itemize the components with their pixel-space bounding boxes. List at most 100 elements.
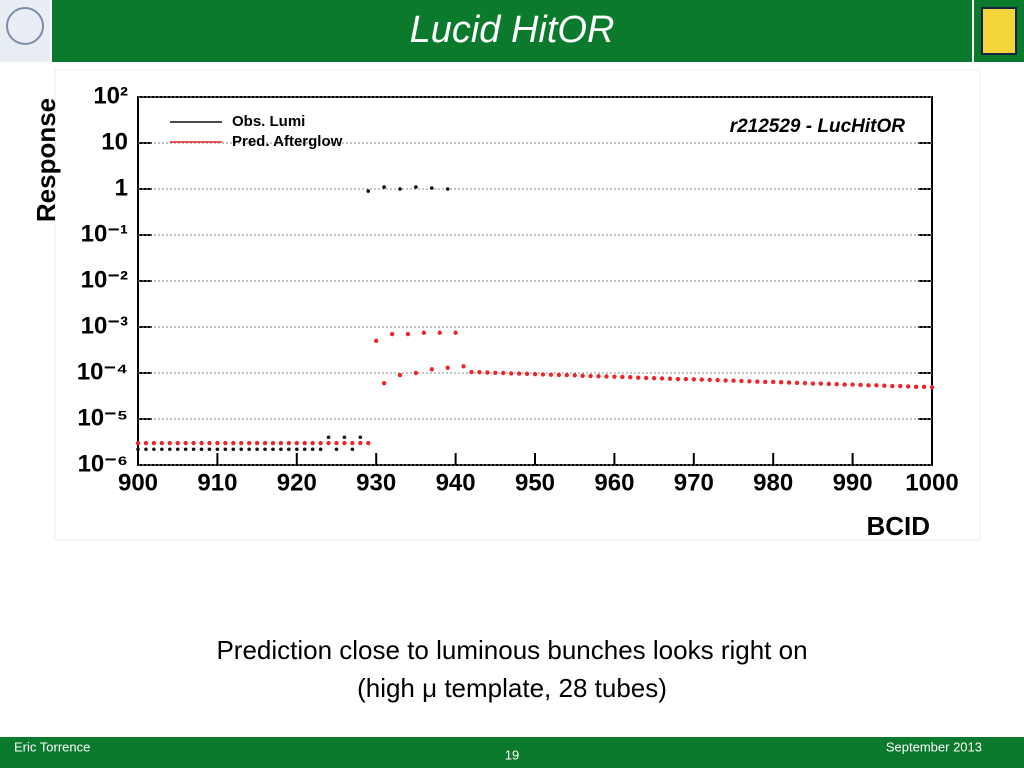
x-tick-label: 1000 <box>905 469 958 496</box>
footer-bar <box>0 737 1024 768</box>
data-point <box>262 440 268 446</box>
data-point <box>540 372 546 377</box>
legend-label: Obs. Lumi <box>232 113 305 130</box>
data-point <box>588 373 593 379</box>
y-tick-label: 10² <box>93 82 128 109</box>
data-point <box>723 378 728 383</box>
data-point <box>287 447 291 452</box>
data-point <box>675 376 681 382</box>
data-point <box>850 382 855 387</box>
data-point <box>239 440 244 446</box>
data-point <box>183 447 188 452</box>
data-point <box>548 372 554 377</box>
data-point <box>279 447 283 452</box>
data-point <box>143 440 149 446</box>
data-point <box>207 440 212 446</box>
data-point <box>239 447 244 452</box>
data-point <box>842 382 847 387</box>
y-tick-label: 10 <box>101 128 128 155</box>
data-point <box>747 379 752 384</box>
body-text: Prediction close to luminous bunches loo… <box>216 635 807 665</box>
x-tick-label: 970 <box>674 469 714 496</box>
x-axis-label: BCID <box>866 511 930 541</box>
page-number: 19 <box>505 747 519 762</box>
data-point <box>858 382 863 388</box>
data-point <box>263 447 267 452</box>
data-point <box>683 376 689 382</box>
data-point <box>445 365 450 370</box>
data-point <box>445 187 450 191</box>
data-point <box>136 447 140 452</box>
y-tick-label: 10⁻¹ <box>81 220 128 247</box>
data-point <box>715 377 720 383</box>
data-point <box>199 447 204 452</box>
data-point <box>882 383 887 388</box>
data-point <box>302 440 307 446</box>
data-point <box>135 440 141 446</box>
footer-date: September 2013 <box>886 739 982 754</box>
data-point <box>556 372 562 378</box>
data-point <box>350 440 355 446</box>
data-point <box>286 440 292 446</box>
data-point <box>358 435 363 440</box>
data-point <box>358 440 363 446</box>
data-point <box>397 372 403 378</box>
data-point <box>778 380 784 385</box>
data-point <box>508 371 514 376</box>
data-point <box>398 187 402 191</box>
data-point <box>421 330 427 335</box>
data-point <box>167 447 172 452</box>
data-point <box>318 447 323 452</box>
data-point <box>350 447 355 452</box>
data-point <box>651 376 657 381</box>
data-point <box>366 189 371 193</box>
data-point <box>294 440 299 446</box>
data-point <box>382 185 386 189</box>
data-point <box>175 447 180 452</box>
data-point <box>834 382 839 387</box>
x-tick-label: 980 <box>753 469 793 496</box>
y-tick-label: 10⁻³ <box>81 312 128 339</box>
y-axis-label: Response <box>31 98 61 222</box>
data-point <box>160 447 164 452</box>
data-point <box>890 383 895 389</box>
data-point <box>223 440 228 446</box>
data-point <box>691 377 696 382</box>
data-point <box>810 381 816 386</box>
header-bar <box>52 0 972 62</box>
data-point <box>794 380 800 386</box>
data-point <box>604 374 609 379</box>
x-tick-label: 950 <box>515 469 555 496</box>
slide-title: Lucid HitOR <box>410 9 615 51</box>
x-tick-label: 990 <box>833 469 873 496</box>
legend-label: Pred. Afterglow <box>232 133 343 150</box>
data-point <box>516 371 522 376</box>
data-point <box>191 447 196 452</box>
data-point <box>771 379 776 385</box>
data-point <box>826 381 831 387</box>
data-point <box>191 440 196 446</box>
data-point <box>532 371 538 377</box>
data-point <box>223 447 228 452</box>
data-point <box>898 383 903 389</box>
data-point <box>755 379 760 384</box>
x-tick-label: 940 <box>436 469 476 496</box>
data-point <box>628 375 633 380</box>
data-point <box>366 440 371 446</box>
x-tick-label: 900 <box>118 469 158 496</box>
data-point <box>493 370 498 376</box>
data-point <box>374 338 379 344</box>
annotation: r212529 - LucHitOR <box>730 116 906 137</box>
data-point <box>818 381 824 386</box>
data-point <box>707 377 712 383</box>
data-point <box>929 385 935 390</box>
data-point <box>342 435 347 440</box>
data-point <box>414 185 418 189</box>
data-point <box>255 447 259 452</box>
data-point <box>310 440 315 446</box>
data-point <box>302 447 307 452</box>
data-point <box>310 447 315 452</box>
data-point <box>905 384 911 389</box>
data-point <box>469 369 474 375</box>
